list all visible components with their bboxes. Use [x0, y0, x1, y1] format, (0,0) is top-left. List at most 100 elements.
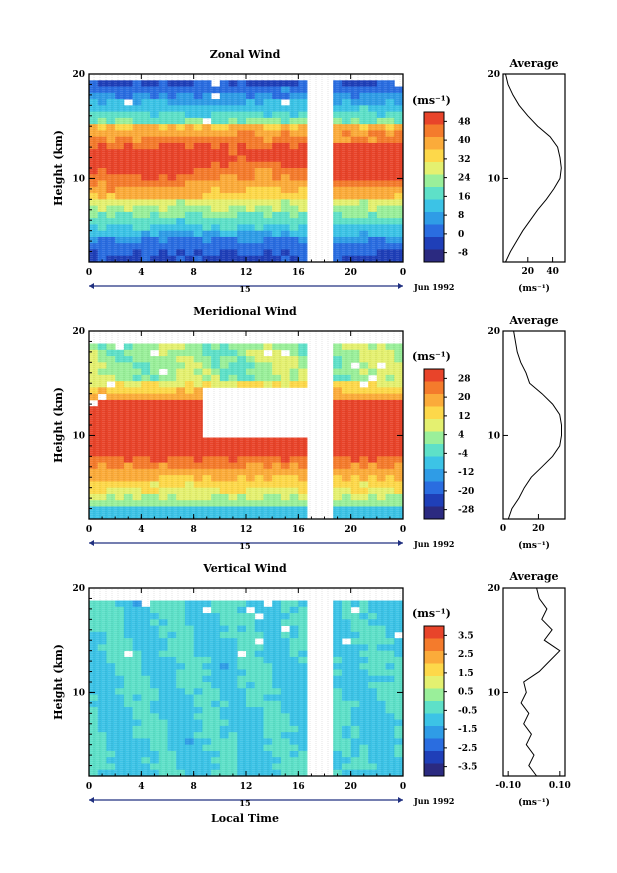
colorbar-swatch: [424, 444, 444, 457]
day-bar-arrow-left: [89, 283, 94, 289]
colorbar-swatch: [424, 431, 444, 445]
profile-x-tick-label: 40: [546, 267, 559, 277]
colorbar-swatch: [424, 406, 444, 420]
y-tick-label: 10: [72, 174, 85, 184]
x-tick-label: 16: [292, 525, 305, 535]
x-tick-label: 4: [138, 525, 144, 535]
profile-title: Average: [508, 57, 558, 70]
panel-title: Zonal Wind: [210, 48, 281, 61]
colorbar-swatch: [424, 419, 444, 432]
colorbar-swatch: [424, 394, 444, 407]
profile-xlabel: (ms⁻¹): [518, 283, 550, 294]
colorbar-tick-label: 0: [458, 230, 464, 240]
day-bar-arrow-left: [89, 540, 94, 546]
panel-vertical-wind: Vertical Wind 0 4 8 12 16 20 0 20 10 Height (km)…: [52, 562, 571, 825]
colorbar-swatch: [424, 638, 444, 652]
x-tick-label: 0: [400, 782, 406, 792]
panel-title: Meridional Wind: [193, 305, 297, 318]
profile-y-tick-label: 20: [487, 327, 500, 337]
colorbar-swatch: [424, 676, 444, 689]
colorbar-tick-label: -0.5: [458, 706, 477, 716]
profile-xlabel: (ms⁻¹): [518, 540, 550, 551]
profile-y-tick-label: 20: [487, 584, 500, 594]
colorbar-frame: [423, 111, 445, 263]
colorbar-swatch: [424, 663, 444, 677]
colorbar-tick-label: 8: [458, 211, 464, 221]
colorbar-tick-label: -12: [458, 468, 474, 478]
x-tick-label: 0: [86, 268, 92, 278]
colorbar-swatch: [424, 237, 444, 250]
colorbar-tick-label: -3.5: [458, 763, 477, 773]
colorbar-tick-label: 48: [458, 117, 471, 127]
panel-meridional-wind: Meridional Wind 0 4 8 12 16 20 0 20 10 Height (k…: [52, 305, 566, 551]
profile-frame: [502, 73, 566, 263]
colorbar-frame: [423, 625, 445, 777]
y-tick-label: 20: [72, 70, 85, 80]
colorbar-tick-label: 40: [458, 136, 471, 146]
profile-line: [505, 73, 562, 263]
field-texture: [89, 331, 403, 519]
x-tick-label: 0: [86, 525, 92, 535]
profile-x-tick-label: 0: [500, 524, 506, 534]
day-bar: 15: [89, 540, 403, 551]
colorbar-tick-label: -1.5: [458, 725, 477, 735]
colorbar-swatch: [424, 469, 444, 482]
panel-title: Vertical Wind: [202, 562, 287, 575]
average-profile: 20 10 20 40: [487, 70, 566, 277]
colorbar-tick-label: 2.5: [458, 650, 474, 660]
colorbar-swatch: [424, 381, 444, 395]
colorbar-tick-label: -20: [458, 487, 474, 497]
day-bar-arrow-left: [89, 797, 94, 803]
profile-x-tick-label: 20: [522, 267, 535, 277]
plot-axes: 0 4 8 12 16 20 0 20 10: [72, 584, 406, 792]
x-tick-label: 0: [400, 525, 406, 535]
colorbar-swatch: [424, 701, 444, 714]
y-axis-label: Height (km): [52, 130, 65, 206]
colorbar-swatch: [424, 112, 444, 125]
colorbar-swatch: [424, 162, 444, 175]
x-tick-label: 12: [240, 268, 253, 278]
colorbar-tick-label: 16: [458, 192, 471, 202]
profile-x-tick-label: -0.10: [495, 781, 521, 791]
heatmap-field: [89, 588, 404, 777]
plot-axes: 0 4 8 12 16 20 0 20 10: [72, 327, 406, 535]
x-tick-label: 4: [138, 782, 144, 792]
colorbar-unit: (ms⁻¹): [412, 94, 451, 107]
profile-frame: [502, 330, 566, 520]
x-tick-label: 20: [344, 268, 357, 278]
colorbar: 3.5 2.5 1.5 0.5 -0.5 -1.5 -2.5 -3.5: [423, 625, 477, 777]
colorbar-swatch: [424, 626, 444, 639]
colorbar-tick-label: 3.5: [458, 631, 474, 641]
colorbar-swatch: [424, 763, 444, 777]
day-bar-arrow-right: [398, 283, 403, 289]
colorbar-swatch: [424, 456, 444, 470]
x-tick-label: 0: [86, 782, 92, 792]
plot-axes: 0 4 8 12 16 20 0 20 10: [72, 70, 406, 278]
profile-y-tick-label: 10: [487, 431, 500, 441]
profile-y-tick-label: 10: [487, 688, 500, 698]
heatmap-field: [89, 74, 404, 263]
y-tick-label: 20: [72, 584, 85, 594]
colorbar-tick-label: 1.5: [458, 669, 474, 679]
colorbar-tick-label: -28: [458, 506, 474, 516]
colorbar-unit: (ms⁻¹): [412, 350, 451, 363]
profile-x-tick-label: 20: [532, 524, 545, 534]
profile-xlabel: (ms⁻¹): [518, 797, 550, 808]
colorbar-tick-label: 28: [458, 374, 471, 384]
x-tick-label: 12: [240, 525, 253, 535]
colorbar-tick-label: 0.5: [458, 688, 474, 698]
date-label: Jun 1992: [413, 796, 454, 806]
y-axis-label: Height (km): [52, 387, 65, 463]
profile-title: Average: [508, 314, 558, 327]
day-label: 15: [239, 284, 250, 294]
field-texture: [89, 588, 403, 776]
x-tick-label: 8: [191, 782, 197, 792]
colorbar-swatch: [424, 124, 444, 138]
profile-frame: [502, 587, 566, 777]
x-tick-label: 12: [240, 782, 253, 792]
date-label: Jun 1992: [413, 539, 454, 549]
x-tick-label: 8: [191, 525, 197, 535]
x-tick-label: 16: [292, 782, 305, 792]
colorbar-tick-label: 20: [458, 393, 471, 403]
